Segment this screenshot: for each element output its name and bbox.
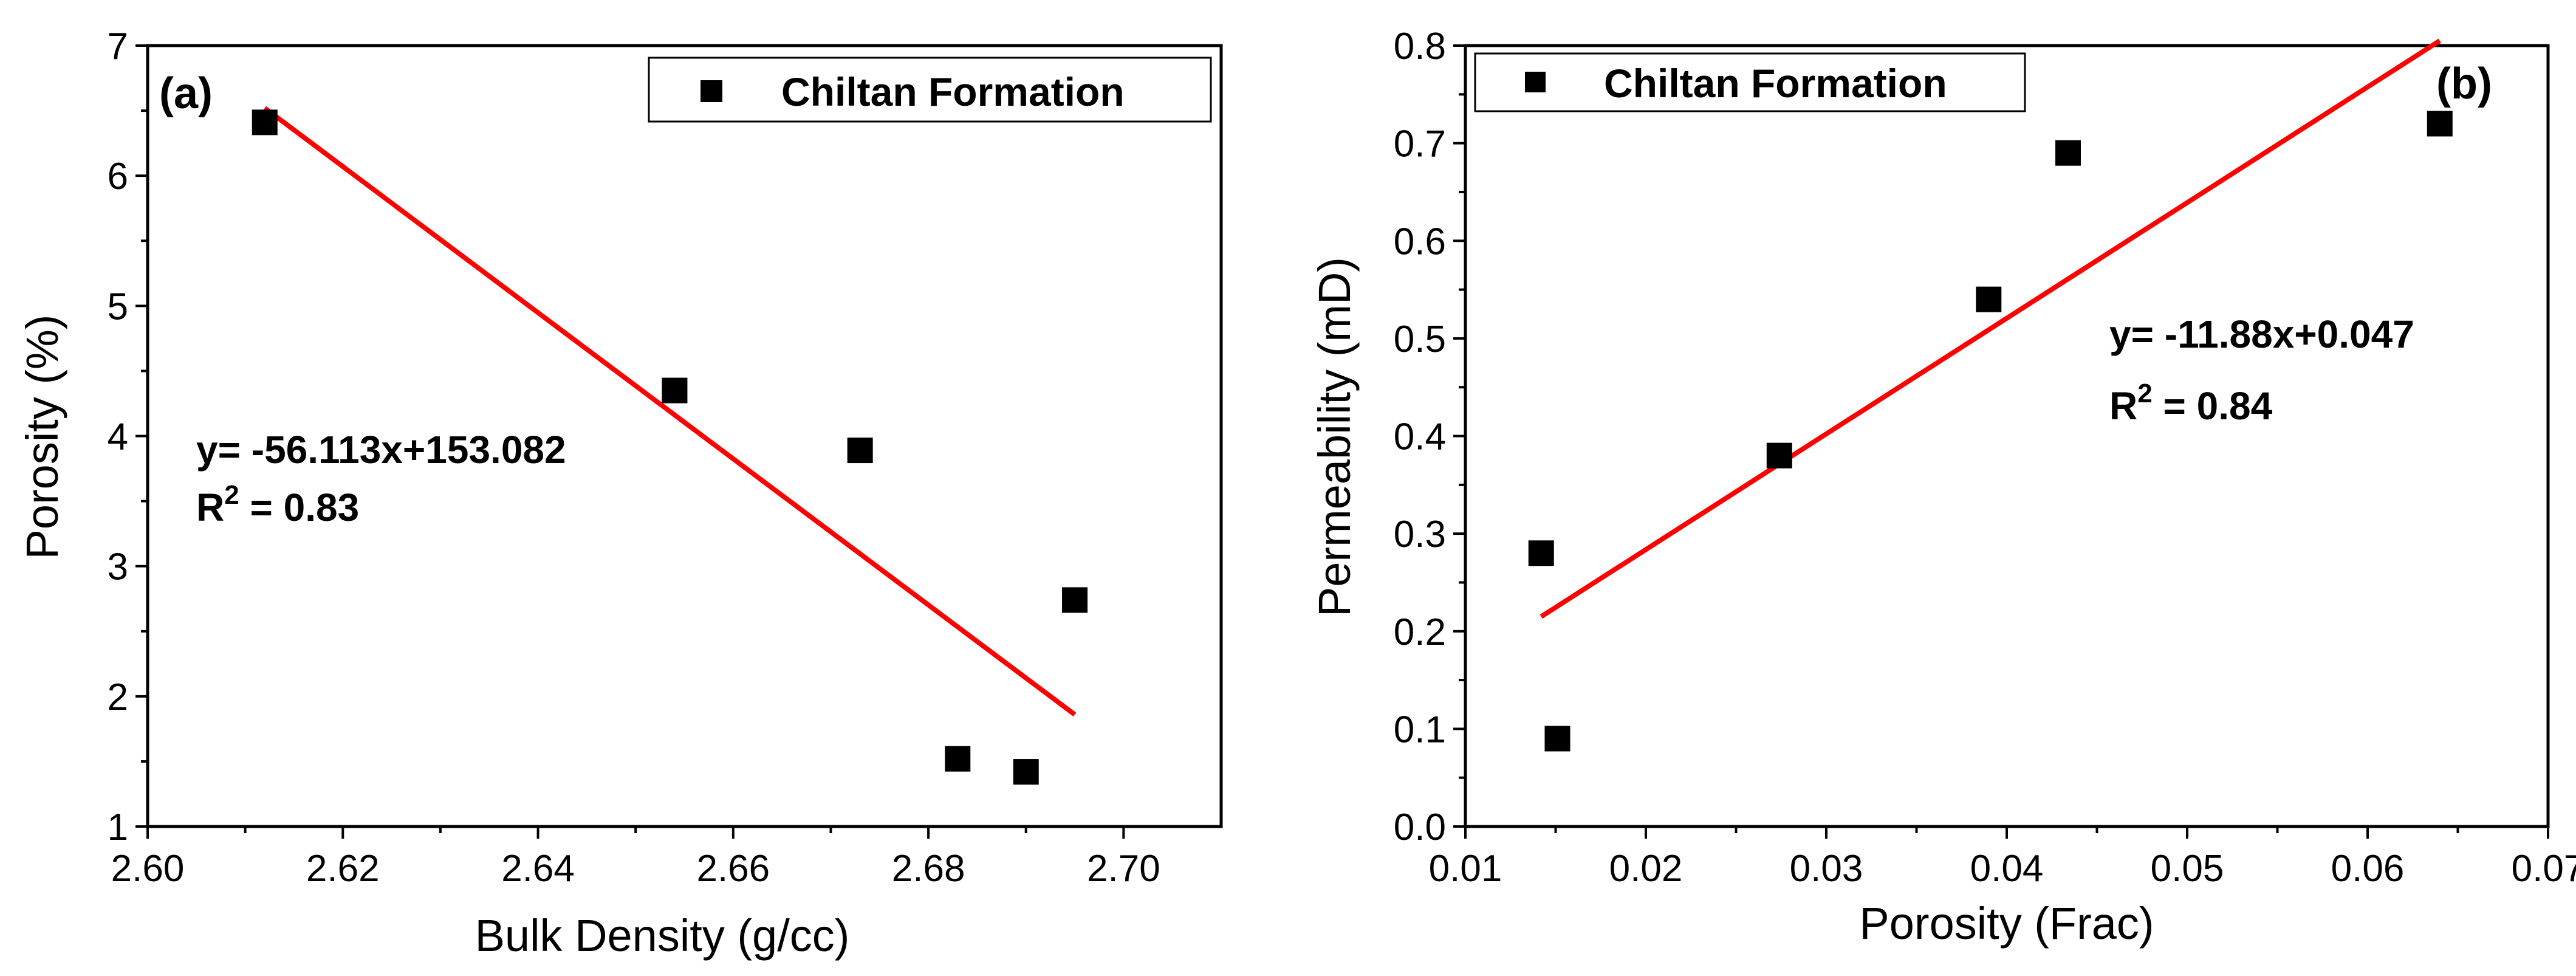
- panel-a-y-tick-label: 5: [108, 286, 128, 328]
- panel-b-y-tick-label: 0.3: [1394, 514, 1446, 555]
- panel-b-r-squared-sup: 2: [2137, 379, 2152, 408]
- panel-b-x-ticks: 0.01 0.02 0.03 0.04 0.05 0.06 0.07: [1429, 827, 2576, 890]
- panel-b-x-tick-label: 0.02: [1609, 848, 1683, 890]
- panel-b-data-points: [1528, 111, 2453, 752]
- panel-b-x-tick-label: 0.03: [1790, 848, 1863, 890]
- panel-a-y-tick-label: 4: [108, 416, 128, 458]
- panel-b-legend-marker: [1525, 72, 1546, 92]
- panel-a-y-tick-label: 1: [108, 806, 128, 848]
- panel-b-y-tick-label: 0.6: [1394, 221, 1446, 263]
- panel-b-data-point: [1766, 442, 1792, 469]
- panel-b-label: (b): [2436, 60, 2492, 108]
- panel-a-r-squared-prefix: R: [196, 486, 224, 529]
- panel-b: 0.01 0.02 0.03 0.04 0.05 0.06 0.07 0.00.10.20.…: [1309, 26, 2576, 949]
- panel-b-r-squared: R2 = 0.84: [2109, 379, 2273, 428]
- panel-b-x-tick-label: 0.01: [1429, 848, 1502, 890]
- panel-b-y-tick-label: 0.1: [1394, 709, 1446, 751]
- panel-a-data-point: [847, 438, 873, 464]
- panel-a-data-point: [252, 109, 278, 136]
- panel-b-y-tick-label: 0.2: [1394, 611, 1446, 653]
- panel-a-legend-marker: [701, 80, 722, 102]
- panel-b-data-point: [1528, 540, 1554, 566]
- panel-a-x-tick-label: 2.62: [306, 848, 380, 890]
- panel-a-x-ticks: 2.60 2.62 2.64 2.66 2.68 2.70: [111, 827, 1160, 890]
- panel-b-y-axis-title: Permeability (mD): [1309, 257, 1360, 617]
- panel-a-y-tick-label: 3: [108, 546, 128, 588]
- panel-b-legend-box: [1474, 52, 2026, 112]
- panel-a-r-squared: R2 = 0.83: [196, 480, 359, 529]
- panel-b-legend-label: Chiltan Formation: [1604, 61, 1947, 106]
- panel-a-data-point: [945, 746, 971, 772]
- panel-a-x-tick-label: 2.66: [696, 848, 770, 890]
- panel-a-y-axis-title: Porosity (%): [17, 315, 67, 560]
- panel-b-data-point: [1976, 286, 2002, 312]
- panel-b-y-tick-label: 0.7: [1394, 123, 1446, 165]
- panel-b-y-tick-label: 0.4: [1394, 416, 1446, 458]
- panel-b-data-point: [2055, 140, 2081, 166]
- panel-a-data-points: [252, 109, 1088, 785]
- panel-a-equation: y= -56.113x+153.082: [196, 428, 566, 472]
- panel-a-plot-frame: [146, 44, 1223, 828]
- panel-a-y-ticks: 1 2 3 4 5 6 7: [108, 26, 148, 848]
- panel-a-label: (a): [159, 69, 213, 118]
- panel-a-r-squared-value: = 0.83: [239, 486, 360, 529]
- panel-b-y-tick-label: 0.0: [1394, 806, 1446, 848]
- panel-a-x-tick-label: 2.68: [892, 848, 965, 890]
- panel-b-data-point: [1544, 726, 1571, 752]
- panel-b-equation: y= -11.88x+0.047: [2109, 312, 2414, 356]
- panel-b-r-squared-value: = 0.84: [2153, 384, 2273, 428]
- panel-b-y-tick-label: 0.5: [1394, 318, 1446, 360]
- panel-a-data-point: [1062, 587, 1088, 613]
- panel-b-legend: Chiltan Formation: [1474, 52, 2026, 112]
- panel-a-y-tick-label: 6: [108, 156, 128, 198]
- panel-a-data-point: [662, 377, 688, 404]
- panel-b-x-axis-title: Porosity (Frac): [1859, 898, 2154, 949]
- panel-b-x-tick-label: 0.05: [2151, 848, 2224, 890]
- panel-b-r-squared-prefix: R: [2109, 384, 2137, 428]
- panel-a-y-tick-label: 7: [108, 26, 128, 67]
- panel-a-fit-line: [263, 106, 1077, 717]
- panel-a-r-squared-sup: 2: [224, 480, 239, 510]
- panel-b-plot-frame: [1464, 44, 2550, 828]
- panel-a-y-tick-label: 2: [108, 676, 128, 718]
- panel-b-x-tick-label: 0.07: [2512, 848, 2576, 890]
- panel-a-x-tick-label: 2.70: [1087, 848, 1160, 890]
- panel-a: 2.60 2.62 2.64 2.66 2.68 2.70 1 2 3 4 5 6 7 (a) Chi…: [17, 26, 1223, 961]
- panel-a-data-point: [1013, 759, 1039, 785]
- panel-a-legend-box: [648, 57, 1212, 123]
- panel-b-y-tick-label: 0.8: [1394, 26, 1446, 67]
- panel-b-data-point: [2427, 111, 2453, 137]
- panel-a-legend: Chiltan Formation: [648, 57, 1212, 123]
- panel-b-y-ticks: 0.0 0.1 0.2 0.3 0.4 0.5 0.6 0.7 0.8: [1394, 26, 1465, 848]
- panel-a-x-axis-title: Bulk Density (g/cc): [475, 910, 850, 961]
- panel-b-x-tick-label: 0.04: [1970, 848, 2044, 890]
- panel-a-legend-label: Chiltan Formation: [781, 69, 1125, 114]
- panel-b-x-tick-label: 0.06: [2331, 848, 2405, 890]
- panel-a-x-tick-label: 2.64: [501, 848, 575, 890]
- panel-a-x-tick-label: 2.60: [111, 848, 185, 890]
- panel-b-fit-line: [1540, 38, 2441, 619]
